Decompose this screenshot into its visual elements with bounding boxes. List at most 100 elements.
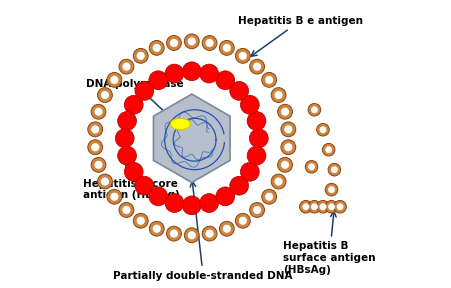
Circle shape [119, 59, 133, 74]
Circle shape [133, 213, 148, 228]
Circle shape [229, 176, 248, 195]
Circle shape [302, 203, 308, 210]
Circle shape [327, 163, 340, 176]
Circle shape [135, 176, 153, 195]
Circle shape [281, 108, 289, 116]
Circle shape [102, 49, 281, 228]
Circle shape [247, 146, 265, 165]
Circle shape [166, 35, 181, 50]
Circle shape [205, 39, 213, 47]
Circle shape [202, 35, 216, 50]
Circle shape [238, 217, 246, 225]
Circle shape [91, 125, 99, 133]
Circle shape [238, 52, 246, 60]
Circle shape [240, 162, 259, 181]
Circle shape [219, 221, 234, 236]
Circle shape [281, 140, 295, 155]
Circle shape [308, 103, 320, 116]
Circle shape [327, 186, 334, 193]
Circle shape [308, 163, 314, 170]
Circle shape [149, 221, 164, 236]
Circle shape [184, 228, 199, 243]
Circle shape [284, 125, 292, 133]
Circle shape [91, 143, 99, 151]
Circle shape [202, 226, 216, 241]
Circle shape [216, 187, 234, 206]
Circle shape [316, 124, 328, 136]
Circle shape [325, 183, 337, 196]
Circle shape [133, 48, 148, 63]
Circle shape [148, 71, 167, 90]
Circle shape [253, 206, 261, 214]
Circle shape [264, 76, 273, 84]
Circle shape [247, 111, 265, 130]
Circle shape [235, 48, 250, 63]
Circle shape [249, 202, 264, 217]
Circle shape [336, 203, 343, 210]
Text: DNA polymerase: DNA polymerase [86, 79, 184, 121]
Circle shape [271, 88, 285, 103]
Circle shape [152, 225, 161, 233]
Circle shape [94, 161, 102, 169]
Circle shape [274, 91, 282, 99]
Circle shape [264, 193, 273, 201]
Circle shape [115, 129, 134, 148]
Circle shape [124, 95, 143, 114]
Circle shape [199, 64, 218, 83]
Circle shape [261, 189, 276, 204]
Circle shape [122, 62, 130, 71]
Circle shape [97, 88, 112, 103]
Circle shape [94, 108, 102, 116]
Circle shape [274, 177, 282, 185]
Circle shape [170, 230, 178, 238]
Circle shape [299, 200, 312, 213]
Circle shape [107, 73, 121, 87]
Circle shape [308, 200, 320, 213]
Text: Hepatitis B core
antigen (HBcAg): Hepatitis B core antigen (HBcAg) [83, 154, 180, 200]
Circle shape [152, 44, 161, 52]
Circle shape [110, 76, 118, 84]
Circle shape [84, 31, 299, 246]
Circle shape [222, 44, 230, 52]
Circle shape [304, 160, 317, 173]
Circle shape [119, 202, 133, 217]
Circle shape [219, 40, 234, 55]
Circle shape [187, 231, 195, 239]
Circle shape [187, 37, 195, 46]
Circle shape [310, 106, 317, 113]
Circle shape [87, 140, 102, 155]
Circle shape [148, 187, 167, 206]
Circle shape [182, 62, 201, 81]
Circle shape [281, 161, 289, 169]
Circle shape [310, 203, 317, 210]
Circle shape [216, 71, 234, 90]
Circle shape [222, 225, 230, 233]
Circle shape [110, 193, 118, 201]
Text: Partially double-stranded DNA: Partially double-stranded DNA [113, 181, 292, 281]
Circle shape [107, 189, 121, 204]
Circle shape [277, 158, 292, 172]
Circle shape [319, 203, 326, 210]
Circle shape [322, 143, 334, 156]
Circle shape [101, 91, 109, 99]
Circle shape [165, 64, 184, 83]
Circle shape [117, 146, 136, 165]
Circle shape [316, 200, 328, 213]
Circle shape [325, 200, 337, 213]
Circle shape [284, 143, 292, 151]
Circle shape [327, 203, 334, 210]
Circle shape [205, 230, 213, 238]
Circle shape [91, 158, 106, 172]
Circle shape [249, 129, 267, 148]
Text: Hepatitis B
surface antigen
(HBsAg): Hepatitis B surface antigen (HBsAg) [282, 211, 375, 275]
Circle shape [325, 146, 331, 153]
Circle shape [182, 196, 201, 215]
Circle shape [229, 82, 248, 100]
Circle shape [149, 40, 164, 55]
Ellipse shape [170, 118, 190, 130]
Circle shape [261, 73, 276, 87]
Circle shape [117, 111, 136, 130]
Circle shape [184, 34, 199, 49]
Circle shape [122, 206, 130, 214]
Circle shape [319, 126, 326, 133]
